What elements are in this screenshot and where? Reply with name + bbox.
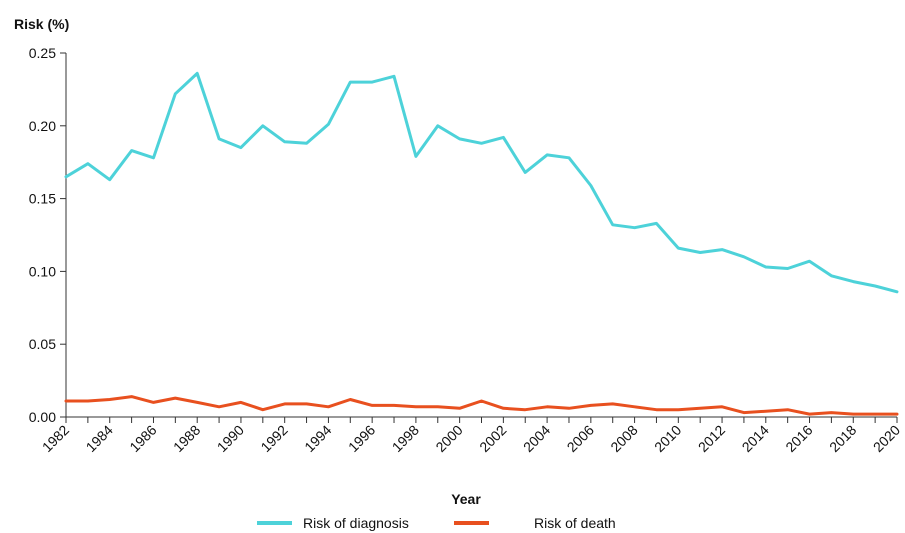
y-tick-label: 0.05: [29, 336, 56, 352]
x-tick-label: 2014: [739, 422, 772, 455]
x-tick-label: 1992: [257, 422, 290, 455]
y-tick-label: 0.00: [29, 409, 56, 425]
x-tick-label: 1988: [170, 422, 203, 455]
x-tick-label: 2020: [870, 422, 903, 455]
y-tick-label: 0.25: [29, 45, 56, 61]
x-axis-ticks: 1982 1984 1986 1988 1990 1992 1994 1996 1998 2000…: [39, 417, 903, 455]
x-tick-label: 1998: [389, 422, 422, 455]
legend-label: Risk of diagnosis: [303, 515, 409, 531]
y-tick-label: 0.20: [29, 118, 56, 134]
x-tick-label: 2004: [520, 422, 553, 455]
x-tick-label: 2012: [695, 422, 728, 455]
x-tick-label: 2002: [476, 422, 509, 455]
y-tick-label: 0.15: [29, 191, 56, 207]
x-tick-label: 2008: [607, 422, 640, 455]
legend: Risk of diagnosis Risk of death: [257, 515, 616, 531]
x-tick-label: 1986: [126, 422, 159, 455]
series-layer: [64, 71, 899, 416]
x-tick-label: 2010: [651, 422, 684, 455]
x-tick-label: 1984: [83, 422, 116, 455]
x-tick-label: 1994: [301, 422, 334, 455]
x-tick-label: 2006: [564, 422, 597, 455]
series-line-death: [64, 395, 899, 416]
y-axis-title: Risk (%): [14, 16, 69, 32]
y-tick-label: 0.10: [29, 263, 56, 279]
x-tick-label: 2000: [432, 422, 465, 455]
x-tick-label: 2018: [826, 422, 859, 455]
x-tick-label: 1996: [345, 422, 378, 455]
series-line-diagnosis: [64, 71, 899, 294]
y-axis-ticks: 0.00 0.05 0.10 0.15 0.20 0.25: [29, 45, 66, 425]
x-tick-label: 2016: [782, 422, 815, 455]
x-tick-label: 1990: [214, 422, 247, 455]
x-tick-label: 1982: [39, 422, 72, 455]
legend-label: Risk of death: [534, 515, 616, 531]
x-axis-title: Year: [451, 491, 481, 507]
